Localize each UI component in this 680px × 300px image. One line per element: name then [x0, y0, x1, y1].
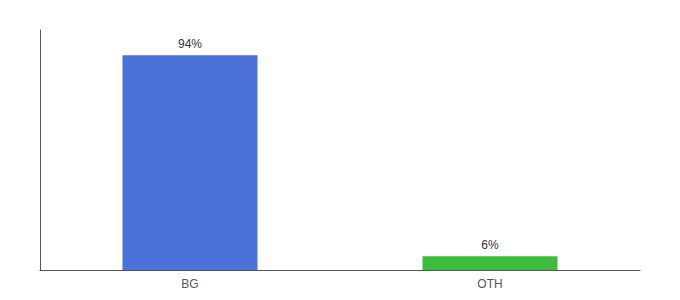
svg-text:94%: 94% [178, 37, 202, 51]
svg-text:OTH: OTH [477, 277, 502, 291]
svg-text:BG: BG [181, 277, 198, 291]
svg-text:6%: 6% [481, 238, 499, 252]
